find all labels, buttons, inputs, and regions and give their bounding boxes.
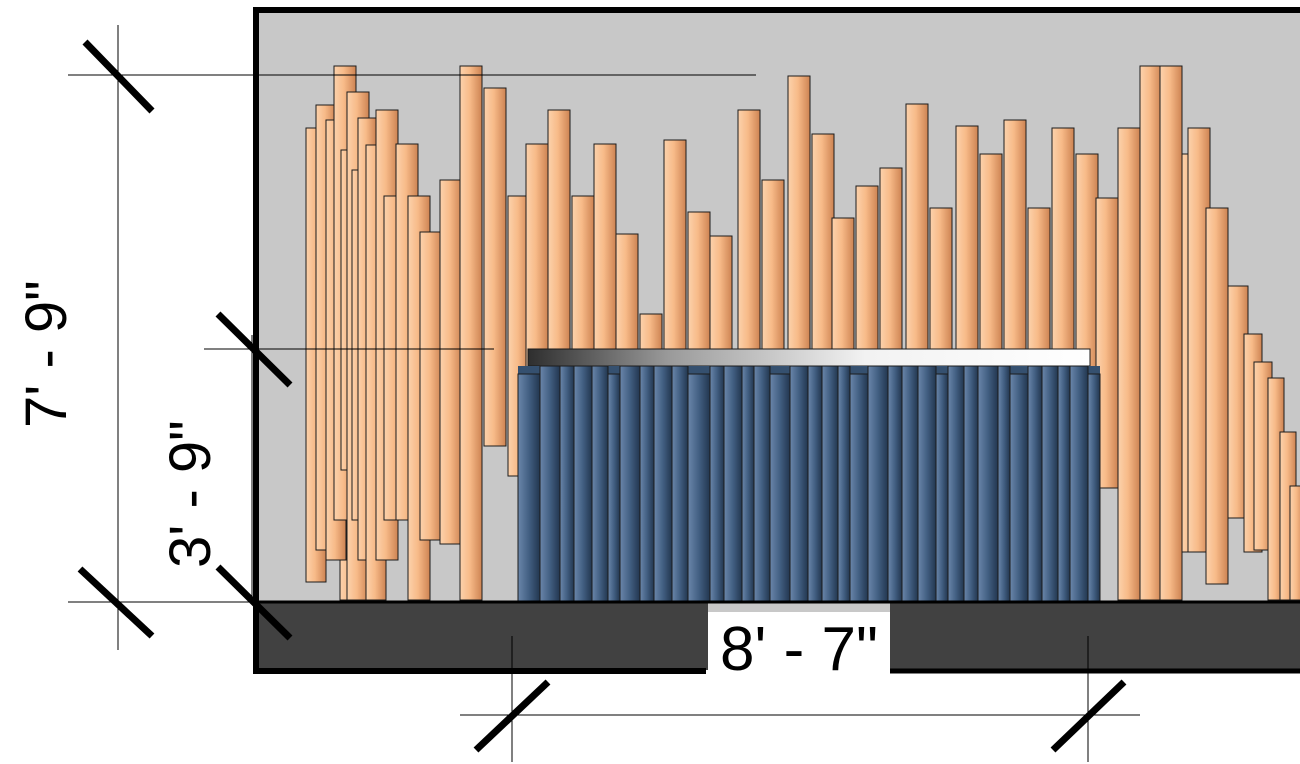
short-element <box>1010 374 1028 602</box>
short-element <box>724 366 742 602</box>
tall-element <box>1118 128 1140 600</box>
short-element <box>518 374 540 602</box>
short-element <box>1042 366 1058 602</box>
tall-element <box>484 88 506 446</box>
short-element <box>672 366 688 602</box>
short-element <box>1028 366 1042 602</box>
short-element <box>918 366 936 602</box>
short-element <box>710 366 724 602</box>
short-element <box>654 366 672 602</box>
short-element <box>964 366 978 602</box>
short-element <box>790 366 808 602</box>
counter-top <box>528 349 1090 366</box>
short-element <box>640 366 654 602</box>
short-element <box>1070 366 1088 602</box>
tall-element <box>440 180 462 544</box>
tall-element <box>1290 486 1300 600</box>
short-element <box>808 366 822 602</box>
short-element <box>742 366 754 602</box>
short-element <box>754 366 770 602</box>
short-element <box>574 366 592 602</box>
overall-height-label: 7' - 9" <box>14 280 79 428</box>
short-element <box>978 366 998 602</box>
short-element <box>838 366 850 602</box>
short-element <box>998 366 1010 602</box>
tall-element <box>1160 66 1182 600</box>
short-element <box>822 366 838 602</box>
counter-width-label: 8' - 7" <box>720 615 878 684</box>
short-element <box>868 366 888 602</box>
tall-element <box>1206 208 1228 584</box>
short-element <box>936 374 948 602</box>
short-element <box>608 374 620 602</box>
short-element <box>770 374 790 602</box>
tall-element <box>420 232 442 540</box>
short-element <box>1088 374 1100 602</box>
short-element <box>620 366 640 602</box>
short-element <box>1058 366 1070 602</box>
counter-height-label: 3' - 9" <box>158 420 223 568</box>
short-element <box>540 366 560 602</box>
short-element <box>560 366 574 602</box>
short-element <box>902 366 918 602</box>
short-elements-group <box>518 366 1100 602</box>
short-element <box>888 366 902 602</box>
short-element <box>948 366 964 602</box>
tall-element <box>460 66 482 600</box>
tall-element <box>1140 66 1162 600</box>
short-element <box>850 374 868 602</box>
short-element <box>592 366 608 602</box>
short-element <box>688 374 710 602</box>
